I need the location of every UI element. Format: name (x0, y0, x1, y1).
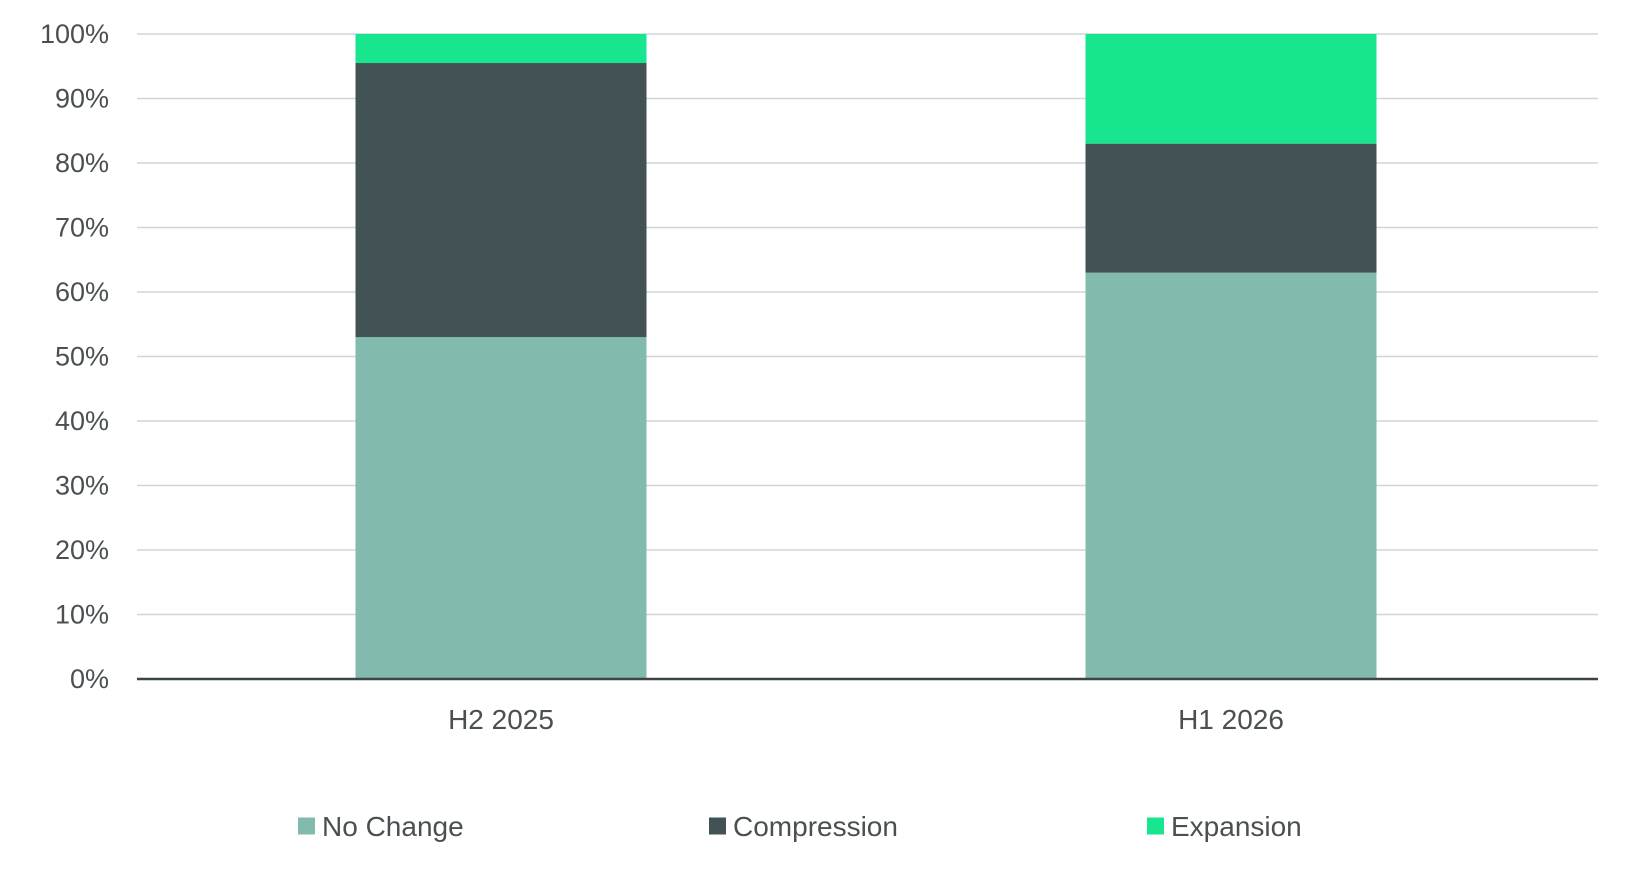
x-tick-label: H2 2025 (448, 704, 554, 735)
y-tick-label: 70% (55, 213, 109, 243)
y-tick-label: 20% (55, 535, 109, 565)
y-tick-label: 90% (55, 84, 109, 114)
x-tick-label: H1 2026 (1178, 704, 1284, 735)
bar-h1-2026-compression (1085, 143, 1377, 273)
legend-item-expansion: Expansion (1147, 811, 1302, 842)
bar-h2-2025-compression (355, 63, 647, 338)
legend: No Change Compression Expansion (298, 811, 1302, 842)
legend-label: No Change (322, 811, 464, 842)
y-tick-label: 100% (40, 19, 109, 49)
y-tick-label: 80% (55, 148, 109, 178)
y-tick-label: 10% (55, 600, 109, 630)
legend-item-compression: Compression (709, 811, 898, 842)
y-tick-label: 50% (55, 342, 109, 372)
legend-label: Expansion (1171, 811, 1302, 842)
bars (355, 34, 1377, 679)
legend-swatch (1147, 817, 1164, 835)
y-tick-label: 0% (70, 664, 109, 694)
bar-h2-2025-no-change (355, 337, 647, 679)
legend-item-no-change: No Change (298, 811, 464, 842)
bar-h2-2025-expansion (355, 34, 647, 64)
y-axis-tick-labels: 0% 10% 20% 30% 40% 50% 60% 70% 80% 90% 100% (40, 19, 109, 694)
legend-swatch (298, 817, 315, 835)
legend-label: Compression (733, 811, 898, 842)
y-tick-label: 40% (55, 406, 109, 436)
y-tick-label: 60% (55, 277, 109, 307)
x-axis-tick-labels: H2 2025 H1 2026 (448, 704, 1284, 735)
legend-swatch (709, 817, 726, 835)
bar-h1-2026-no-change (1085, 272, 1377, 679)
y-tick-label: 30% (55, 471, 109, 501)
bar-h1-2026-expansion (1085, 34, 1377, 144)
